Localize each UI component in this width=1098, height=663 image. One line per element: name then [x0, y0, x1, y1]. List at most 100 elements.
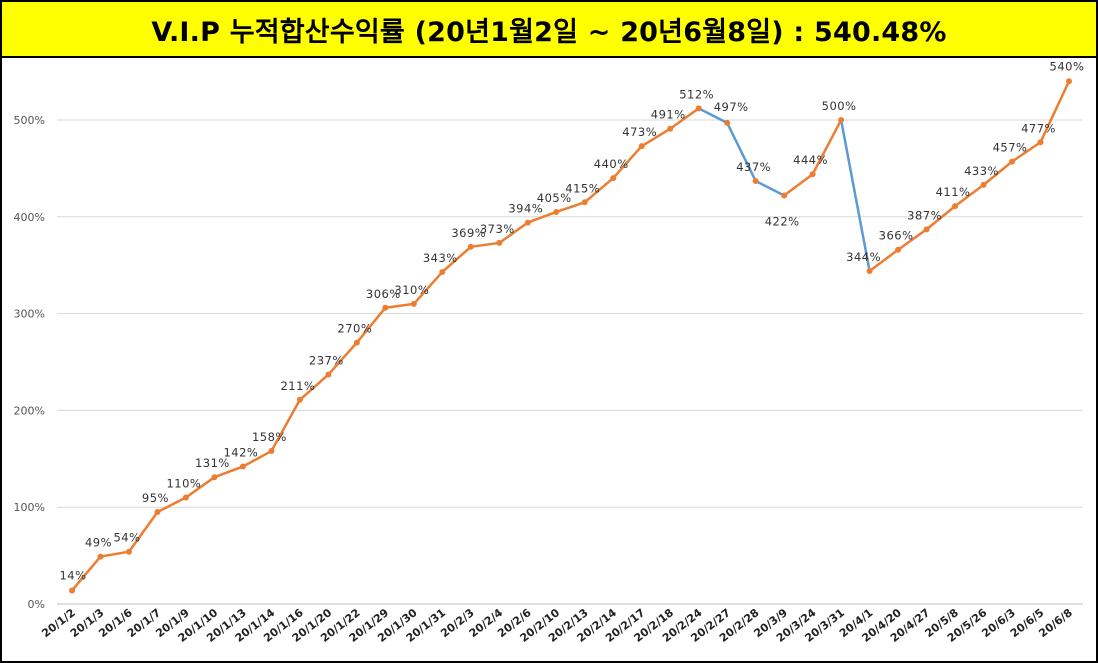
data-point — [638, 143, 645, 150]
data-point — [353, 339, 360, 346]
data-point — [667, 125, 674, 132]
series-segment — [498, 221, 530, 245]
series-segment — [640, 127, 672, 148]
data-point — [781, 192, 788, 199]
data-label: 366% — [879, 229, 914, 243]
data-point — [125, 548, 132, 555]
y-tick-label: 500% — [14, 114, 45, 127]
data-point — [182, 494, 189, 501]
series-segment — [583, 176, 615, 204]
data-point — [724, 119, 731, 126]
series-segment — [70, 555, 102, 592]
data-points — [69, 78, 1072, 594]
series-segment — [754, 179, 786, 197]
series-segment — [1010, 141, 1042, 163]
data-label: 405% — [537, 191, 572, 205]
data-point — [1009, 158, 1016, 165]
series-segment — [953, 183, 985, 208]
data-point — [553, 208, 560, 215]
data-label: 211% — [280, 379, 315, 393]
series-segment — [127, 510, 159, 553]
data-point — [838, 117, 845, 123]
data-point — [154, 509, 161, 516]
series-segment — [668, 107, 700, 130]
data-label: 422% — [765, 215, 800, 229]
data-point — [866, 268, 873, 275]
data-point — [382, 304, 389, 311]
data-point — [268, 448, 275, 455]
y-tick-label: 0% — [28, 598, 45, 611]
data-point — [239, 463, 246, 470]
series-segment — [270, 398, 302, 453]
data-label: 394% — [508, 202, 543, 216]
data-point — [610, 175, 617, 182]
data-label: 444% — [793, 153, 828, 167]
data-label: 270% — [337, 322, 372, 336]
series-segment — [896, 228, 928, 251]
series-segment — [526, 210, 558, 224]
series-segment — [156, 496, 188, 514]
data-label: 54% — [113, 531, 140, 545]
data-point — [695, 105, 702, 112]
data-label: 373% — [480, 222, 515, 236]
data-point — [410, 300, 417, 307]
data-label: 497% — [714, 100, 749, 114]
series-segment — [355, 306, 387, 344]
series-segment — [868, 248, 900, 273]
data-label: 95% — [142, 491, 169, 505]
data-label: 477% — [1021, 121, 1056, 135]
series-segment — [99, 550, 131, 558]
y-tick-label: 200% — [14, 404, 45, 417]
data-label: 473% — [622, 125, 657, 139]
data-point — [581, 199, 588, 206]
data-label: 237% — [309, 354, 344, 368]
series-segment — [611, 144, 643, 180]
data-point — [97, 553, 104, 560]
grid-lines — [57, 119, 1083, 605]
y-tick-label: 100% — [14, 501, 45, 514]
series-segment — [298, 373, 330, 402]
data-label: 110% — [166, 477, 201, 491]
series-segment — [555, 201, 586, 214]
data-point — [1037, 139, 1044, 146]
data-label: 433% — [964, 164, 999, 178]
data-point — [1066, 78, 1072, 85]
data-label: 500% — [822, 99, 857, 113]
data-label: 491% — [651, 108, 686, 122]
series-segment — [213, 465, 245, 479]
data-label: 310% — [394, 283, 429, 297]
data-point — [895, 246, 902, 253]
title-bar: V.I.P 누적합산수익률 (20년1월2일 ~ 20년6월8일) : 540.… — [2, 2, 1096, 58]
data-label: 343% — [423, 251, 458, 265]
series-segment — [697, 107, 729, 125]
data-point — [69, 587, 75, 594]
series-segment — [925, 204, 957, 231]
chart-title: V.I.P 누적합산수익률 (20년1월2일 ~ 20년6월8일) : 540.… — [151, 16, 947, 48]
data-label: 131% — [195, 456, 230, 470]
data-point — [809, 171, 816, 178]
series-segment — [982, 160, 1014, 187]
data-label: 344% — [846, 250, 881, 264]
data-labels: 14% 49% 54% 95%110% 131%142% 158% 211% 237% 270%… — [59, 59, 1085, 582]
data-label: 437% — [736, 160, 771, 174]
x-axis-ticks: 20/1/220/1/320/1/620/1/720/1/920/1/1020/… — [39, 606, 1074, 645]
data-point — [752, 177, 759, 184]
data-label: 440% — [594, 157, 629, 171]
series-segment — [782, 172, 814, 197]
series-segment — [725, 121, 757, 183]
data-point — [952, 203, 959, 210]
y-tick-label: 400% — [14, 211, 45, 224]
data-label: 369% — [451, 226, 486, 240]
series-segment — [327, 341, 359, 376]
data-point — [496, 239, 503, 246]
y-axis-ticks: 0% 100% 200% 300% 400% 500% — [14, 114, 45, 611]
data-label: 540% — [1050, 59, 1085, 73]
series-segment — [441, 245, 473, 274]
data-label: 49% — [85, 536, 112, 550]
series-segment — [241, 449, 273, 468]
data-point — [325, 371, 332, 378]
data-label: 411% — [936, 185, 971, 199]
data-point — [467, 243, 474, 250]
